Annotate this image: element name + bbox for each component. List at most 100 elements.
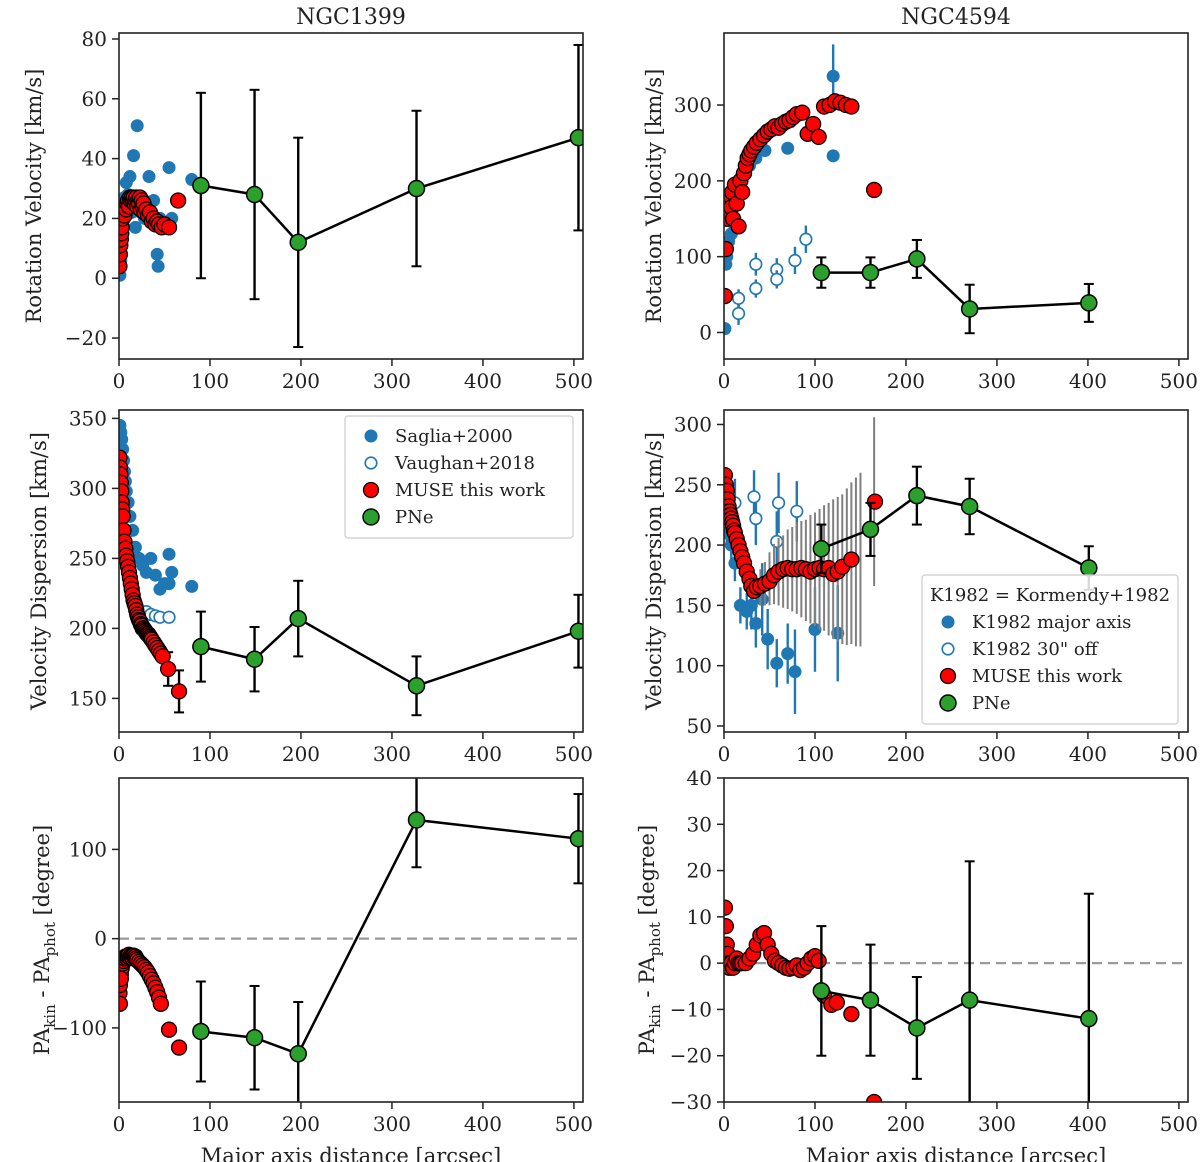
- y-tick-label: 0: [699, 320, 712, 344]
- x-tick-label: 0: [718, 369, 731, 393]
- x-tick-label: 300: [978, 369, 1016, 393]
- data-point: [771, 496, 786, 510]
- y-tick-label: 0: [94, 266, 107, 290]
- legend: K1982 = Kormendy+1982 K1982 major axis K19…: [921, 574, 1179, 725]
- data-point: [861, 263, 880, 282]
- series-pne: [812, 860, 1098, 1102]
- legend-marker: [362, 508, 380, 526]
- data-point: [170, 1039, 188, 1056]
- data-point: [781, 647, 795, 661]
- legend-label: Vaughan+2018: [394, 453, 535, 474]
- legend-box: [921, 574, 1179, 725]
- data-point: [744, 598, 758, 612]
- data-point: [130, 119, 144, 133]
- x-tick-label: 500: [1160, 742, 1198, 766]
- x-tick-label: 200: [887, 1112, 925, 1136]
- data-point: [828, 994, 845, 1011]
- y-tick-label: −100: [52, 1016, 107, 1040]
- plot-area: [119, 778, 583, 1102]
- legend-marker: [941, 642, 955, 656]
- x-tick-label: 400: [464, 1112, 502, 1136]
- legend-label: PNe: [972, 693, 1011, 714]
- panel-ngc1399-pa: 0 100 200 300 400 500 −100 0 100 PAkin - PAphot […: [30, 777, 593, 1162]
- axes-frame: [723, 32, 1189, 360]
- series-muse-this-work: [724, 93, 883, 305]
- data-point: [788, 665, 802, 679]
- data-point: [128, 220, 142, 234]
- y-tick-label: 10: [687, 905, 712, 929]
- y-tick-label: 20: [687, 859, 712, 883]
- data-point: [770, 534, 784, 549]
- series-muse-this-work: [119, 449, 188, 714]
- series-muse-this-work: [724, 899, 883, 1102]
- y-tick-label: 20: [82, 206, 107, 230]
- legend-marker: [939, 694, 957, 712]
- axes-frame: [118, 777, 584, 1103]
- y-tick-label: −20: [65, 326, 107, 350]
- y-tick-label: −20: [670, 1044, 712, 1068]
- series-pne: [192, 579, 583, 717]
- x-tick-label: 400: [1069, 1112, 1107, 1136]
- legend-marker: [362, 481, 380, 499]
- data-point: [749, 281, 763, 296]
- y-tick-label: 200: [674, 169, 712, 193]
- data-point: [162, 577, 176, 591]
- legend: Saglia+2000 Vaughan+2018 MUSE this work PNe: [344, 415, 574, 539]
- y-tick-label: 150: [674, 593, 712, 617]
- data-point: [151, 259, 165, 273]
- y-tick-label: 300: [69, 476, 107, 500]
- data-point: [162, 610, 176, 624]
- legend-label: MUSE this work: [972, 666, 1123, 687]
- axes-frame: [118, 32, 584, 360]
- data-point: [127, 149, 141, 163]
- data-point: [788, 253, 802, 268]
- x-tick-label: 200: [887, 742, 925, 766]
- x-tick-label: 300: [373, 369, 411, 393]
- x-tick-label: 0: [113, 1112, 126, 1136]
- series-muse-this-work: [724, 466, 884, 600]
- series-k1982-30-off: [728, 470, 804, 572]
- data-point: [749, 257, 763, 271]
- legend-label: MUSE this work: [395, 480, 546, 501]
- data-point: [119, 508, 131, 525]
- data-point: [810, 128, 827, 146]
- data-point: [1080, 294, 1098, 312]
- data-point: [794, 104, 811, 121]
- y-tick-label: 150: [69, 686, 107, 710]
- x-tick-label: 100: [796, 742, 834, 766]
- x-tick-label: 0: [718, 742, 731, 766]
- legend-label: Saglia+2000: [395, 426, 513, 447]
- data-point: [569, 622, 583, 640]
- data-point: [730, 218, 747, 235]
- x-tick-label: 300: [373, 742, 411, 766]
- y-tick-label: 30: [687, 812, 712, 836]
- series-pne: [192, 778, 583, 1102]
- data-point: [731, 306, 746, 321]
- x-tick-label: 100: [796, 1112, 834, 1136]
- pne-line: [820, 494, 1090, 570]
- data-point: [1080, 1009, 1098, 1028]
- x-tick-label: 500: [1160, 369, 1198, 393]
- legend-marker: [941, 615, 955, 629]
- x-tick-label: 200: [282, 369, 320, 393]
- data-point: [749, 511, 763, 526]
- legend-label: K1982 30" off: [972, 639, 1099, 660]
- data-point: [1080, 559, 1098, 577]
- series-pne: [192, 43, 583, 349]
- data-point: [407, 179, 426, 198]
- data-point: [812, 263, 831, 282]
- y-tick-label: 40: [687, 766, 712, 790]
- panel-ngc4594-pa: 0 100 200 300 400 500 −30 −20 −10 0 10 20 30 40 PAkin …: [635, 766, 1198, 1162]
- data-point: [761, 632, 775, 646]
- data-point: [569, 128, 583, 147]
- data-point: [861, 991, 880, 1009]
- x-tick-label: 300: [978, 1112, 1016, 1136]
- data-point: [169, 192, 187, 209]
- data-point: [119, 995, 129, 1012]
- data-point: [843, 1005, 860, 1023]
- data-point: [724, 240, 734, 258]
- panel-ngc1399-disp: 0 100 200 300 400 500 150 200 250 300 350 Velocity …: [27, 406, 593, 766]
- series-muse-this-work: [119, 946, 188, 1056]
- y-tick-label: 60: [82, 87, 107, 111]
